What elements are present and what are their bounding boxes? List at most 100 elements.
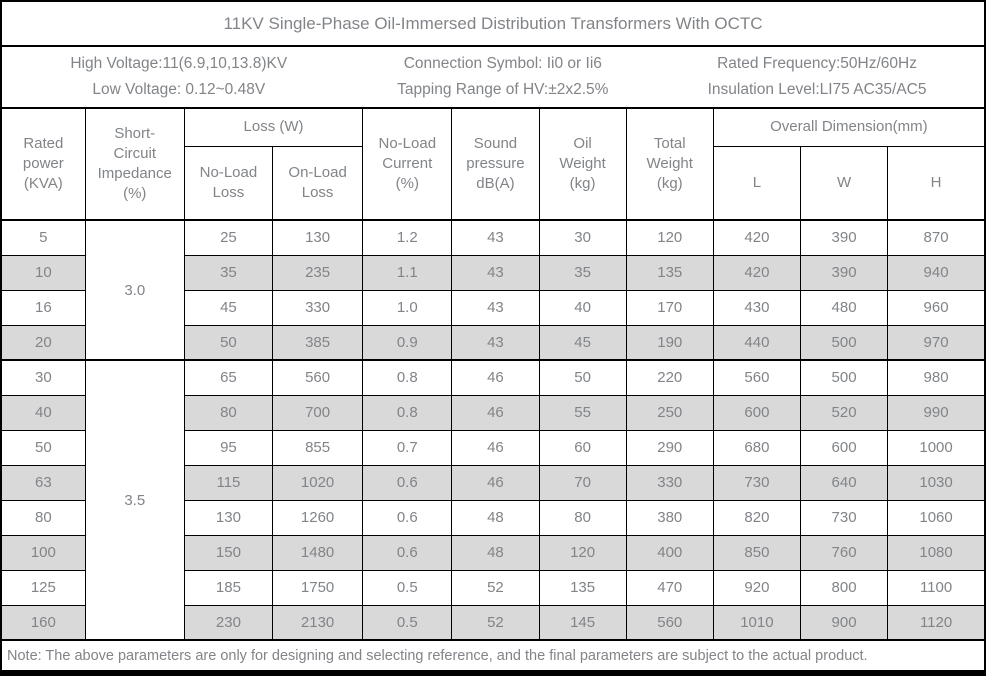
- cell-dim-l: 680: [712, 429, 801, 466]
- cell-dim-w: 760: [799, 534, 889, 571]
- cell-no-load-loss: 95: [183, 429, 274, 466]
- cell-no-load-current: 0.5: [362, 569, 453, 606]
- header-on-load-loss: On-Load Loss: [272, 145, 364, 221]
- cell-no-load-loss: 50: [183, 324, 274, 361]
- cell-on-load-loss: 1260: [272, 499, 364, 536]
- header-no-load-loss: No-Load Loss: [183, 145, 274, 221]
- info-section: High Voltage:11(6.9,10,13.8)KV Low Volta…: [0, 45, 986, 109]
- cell-no-load-loss: 185: [183, 569, 274, 606]
- cell-total-weight: 120: [625, 219, 714, 256]
- cell-no-load-loss: 115: [183, 464, 274, 501]
- cell-rated-power: 63: [0, 464, 86, 501]
- cell-dim-l: 1010: [712, 604, 801, 641]
- connection-symbol-text: Connection Symbol: Ii0 or Ii6: [403, 55, 602, 73]
- header-loss-group: Loss (W): [183, 107, 364, 147]
- table-row: 100 150 1480 0.6 48 120 400 850 760 1080: [0, 534, 986, 571]
- cell-no-load-current: 0.6: [362, 464, 453, 501]
- cell-no-load-current: 1.2: [362, 219, 453, 256]
- cell-dim-h: 1060: [887, 499, 986, 536]
- cell-total-weight: 135: [625, 254, 714, 291]
- cell-dim-h: 990: [887, 394, 986, 431]
- cell-no-load-current: 0.8: [362, 359, 453, 396]
- cell-rated-power: 100: [0, 534, 86, 571]
- cell-sound-pressure: 48: [451, 534, 540, 571]
- table-row: 5 3.0 25 130 1.2 43 30 120 420 390 870: [0, 219, 986, 361]
- cell-oil-weight: 120: [538, 534, 627, 571]
- cell-dim-h: 940: [887, 254, 986, 291]
- cell-oil-weight: 40: [538, 289, 627, 326]
- cell-no-load-current: 1.0: [362, 289, 453, 326]
- cell-sound-pressure: 43: [451, 219, 540, 256]
- table-row: 160 230 2130 0.5 52 145 560 1010 900 1120: [0, 604, 986, 641]
- info-row: High Voltage:11(6.9,10,13.8)KV Low Volta…: [0, 45, 986, 109]
- low-voltage-text: Low Voltage: 0.12~0.48V: [92, 81, 266, 98]
- cell-on-load-loss: 1480: [272, 534, 364, 571]
- header-total-weight: Total Weight (kg): [625, 107, 714, 221]
- cell-total-weight: 470: [625, 569, 714, 606]
- voltage-info: High Voltage:11(6.9,10,13.8)KV Low Volta…: [2, 51, 356, 102]
- note-text: Note: The above parameters are only for …: [0, 639, 986, 674]
- cell-sound-pressure: 52: [451, 604, 540, 641]
- cell-dim-l: 430: [712, 289, 801, 326]
- table-row: 125 185 1750 0.5 52 135 470 920 800 1100: [0, 569, 986, 606]
- cell-dim-h: 970: [887, 324, 986, 361]
- cell-dim-w: 500: [799, 359, 889, 396]
- cell-dim-h: 1030: [887, 464, 986, 501]
- table-row: 16 45 330 1.0 43 40 170 430 480 960: [0, 289, 986, 326]
- cell-dim-h: 870: [887, 219, 986, 256]
- header-dim-l: L: [712, 145, 801, 221]
- cell-oil-weight: 135: [538, 569, 627, 606]
- cell-dim-l: 420: [712, 254, 801, 291]
- cell-total-weight: 400: [625, 534, 714, 571]
- header-row-1: Rated power (KVA) Short- Circuit Impedan…: [0, 107, 986, 221]
- cell-no-load-loss: 130: [183, 499, 274, 536]
- cell-dim-h: 960: [887, 289, 986, 326]
- cell-no-load-current: 0.8: [362, 394, 453, 431]
- cell-no-load-current: 0.5: [362, 604, 453, 641]
- cell-rated-power: 40: [0, 394, 86, 431]
- cell-on-load-loss: 1020: [272, 464, 364, 501]
- table-row: 80 130 1260 0.6 48 80 380 820 730 1060: [0, 499, 986, 536]
- table-row: 63 115 1020 0.6 46 70 330 730 640 1030: [0, 464, 986, 501]
- rated-frequency-text: Rated Frequency:50Hz/60Hz: [717, 55, 917, 73]
- cell-dim-w: 390: [799, 254, 889, 291]
- cell-rated-power: 10: [0, 254, 86, 291]
- cell-dim-l: 850: [712, 534, 801, 571]
- cell-on-load-loss: 130: [272, 219, 364, 256]
- cell-no-load-loss: 65: [183, 359, 274, 396]
- cell-on-load-loss: 235: [272, 254, 364, 291]
- cell-oil-weight: 145: [538, 604, 627, 641]
- cell-oil-weight: 35: [538, 254, 627, 291]
- table-row: 30 3.5 65 560 0.8 46 50 220 560 500 980: [0, 359, 986, 641]
- cell-rated-power: 160: [0, 604, 86, 641]
- cell-dim-w: 390: [799, 219, 889, 256]
- connection-info: Connection Symbol: Ii0 or Ii6 Tapping Ra…: [356, 51, 651, 102]
- frequency-info: Rated Frequency:50Hz/60Hz Insulation Lev…: [650, 51, 984, 102]
- cell-no-load-loss: 35: [183, 254, 274, 291]
- cell-rated-power: 80: [0, 499, 86, 536]
- cell-oil-weight: 30: [538, 219, 627, 256]
- cell-total-weight: 250: [625, 394, 714, 431]
- cell-no-load-current: 1.1: [362, 254, 453, 291]
- cell-no-load-loss: 45: [183, 289, 274, 326]
- cell-dim-l: 730: [712, 464, 801, 501]
- cell-total-weight: 560: [625, 604, 714, 641]
- cell-no-load-loss: 150: [183, 534, 274, 571]
- header-impedance: Short- Circuit Impedance (%): [84, 107, 185, 221]
- cell-dim-w: 640: [799, 464, 889, 501]
- cell-dim-l: 420: [712, 219, 801, 256]
- cell-no-load-loss: 80: [183, 394, 274, 431]
- cell-rated-power: 16: [0, 289, 86, 326]
- cell-on-load-loss: 1750: [272, 569, 364, 606]
- title-row: 11KV Single-Phase Oil-Immersed Distribut…: [0, 0, 986, 47]
- cell-oil-weight: 70: [538, 464, 627, 501]
- cell-dim-w: 480: [799, 289, 889, 326]
- cell-dim-h: 1100: [887, 569, 986, 606]
- cell-dim-h: 1120: [887, 604, 986, 641]
- cell-dim-w: 800: [799, 569, 889, 606]
- cell-rated-power: 30: [0, 359, 86, 396]
- table-row: 10 35 235 1.1 43 35 135 420 390 940: [0, 254, 986, 291]
- cell-on-load-loss: 700: [272, 394, 364, 431]
- tapping-range-text: Tapping Range of HV:±2x2.5%: [397, 81, 609, 98]
- cell-dim-l: 440: [712, 324, 801, 361]
